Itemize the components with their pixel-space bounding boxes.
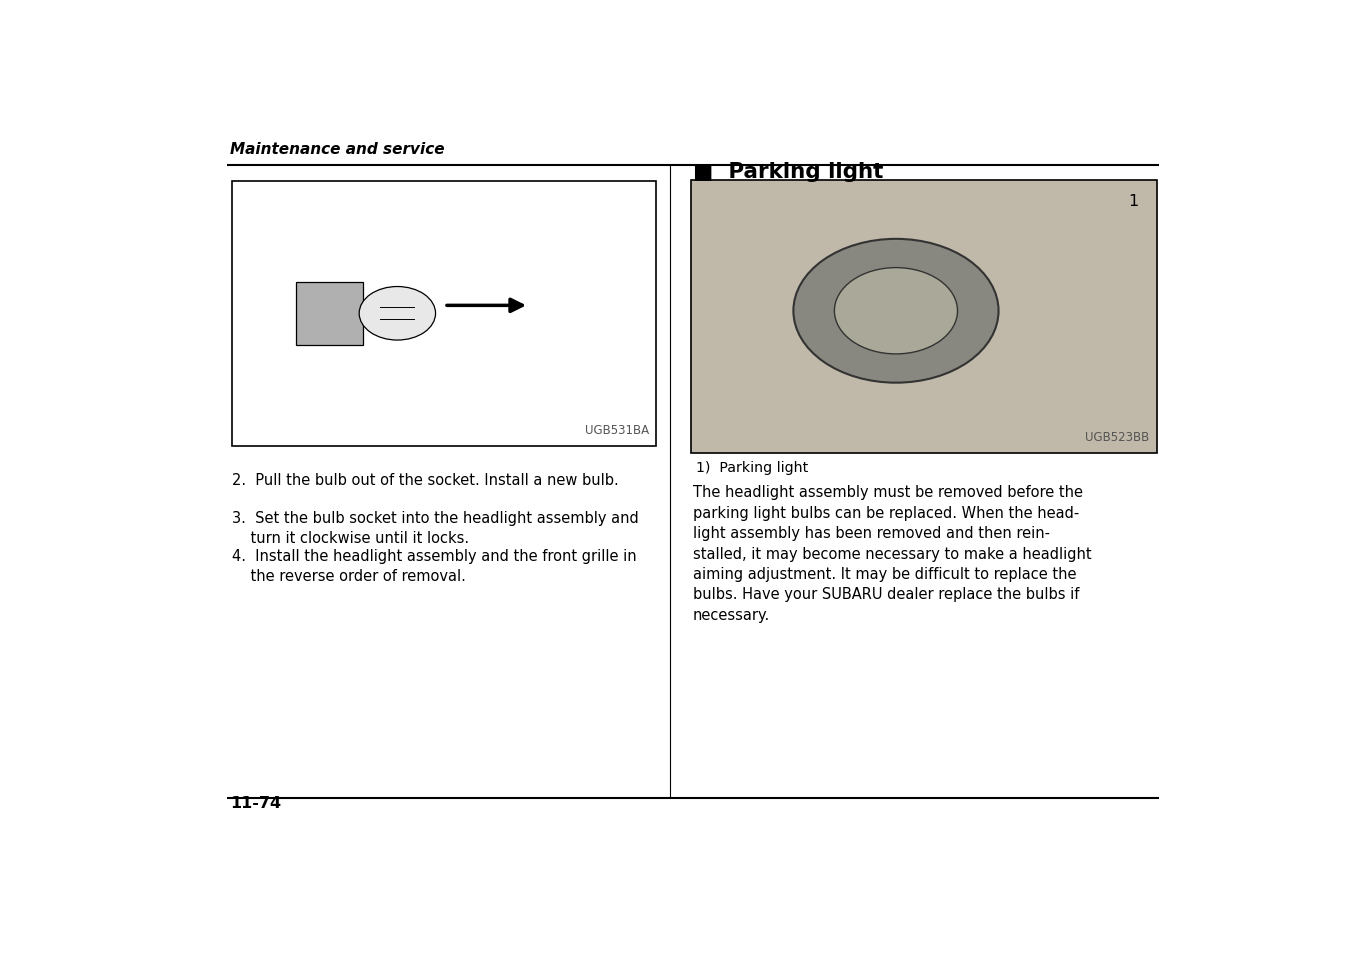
Text: ■  Parking light: ■ Parking light <box>692 162 883 182</box>
FancyBboxPatch shape <box>296 282 364 346</box>
Text: 4.  Install the headlight assembly and the front grille in
    the reverse order: 4. Install the headlight assembly and th… <box>233 549 637 583</box>
Text: 1: 1 <box>1128 193 1138 209</box>
FancyBboxPatch shape <box>233 182 656 446</box>
Circle shape <box>794 239 999 383</box>
FancyBboxPatch shape <box>691 180 1157 454</box>
Circle shape <box>834 269 957 355</box>
Text: UGB531BA: UGB531BA <box>585 423 649 436</box>
Text: Maintenance and service: Maintenance and service <box>230 142 445 157</box>
Circle shape <box>360 287 435 341</box>
Text: 1)  Parking light: 1) Parking light <box>696 460 808 475</box>
Text: 2.  Pull the bulb out of the socket. Install a new bulb.: 2. Pull the bulb out of the socket. Inst… <box>233 473 619 487</box>
Text: UGB523BB: UGB523BB <box>1086 431 1149 444</box>
Text: 3.  Set the bulb socket into the headlight assembly and
    turn it clockwise un: 3. Set the bulb socket into the headligh… <box>233 511 638 545</box>
Text: The headlight assembly must be removed before the
parking light bulbs can be rep: The headlight assembly must be removed b… <box>692 485 1091 622</box>
Text: 11-74: 11-74 <box>230 795 281 810</box>
